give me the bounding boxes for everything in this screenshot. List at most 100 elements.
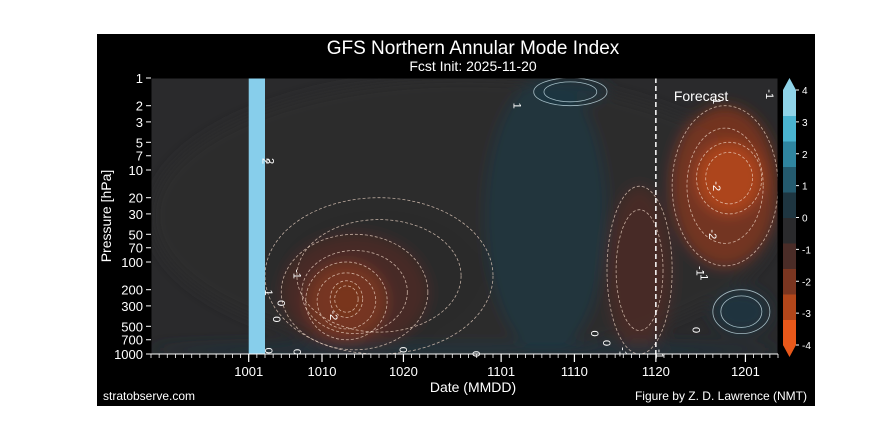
contour-line bbox=[329, 280, 364, 318]
contour-label: 0 bbox=[396, 347, 408, 353]
contour-line bbox=[606, 185, 673, 354]
colorbar-segment bbox=[783, 217, 796, 244]
y-tick-label: 1 bbox=[136, 71, 143, 86]
colorbar-tick-label: 1 bbox=[802, 182, 808, 193]
contour-line bbox=[280, 233, 429, 351]
chart-subtitle: Fcst Init: 2025-11-20 bbox=[409, 58, 537, 74]
y-tick-label: 20 bbox=[129, 191, 143, 206]
contour-label: 2 bbox=[260, 158, 272, 164]
contour-label: 0 bbox=[600, 340, 612, 346]
colorbar-tick-label: 4 bbox=[802, 86, 808, 97]
y-tick-label: 5 bbox=[136, 135, 143, 150]
contour-line bbox=[264, 197, 494, 354]
contour-label: 0 bbox=[270, 316, 282, 322]
anomaly-region bbox=[151, 343, 778, 354]
x-tick-label: 1010 bbox=[308, 364, 337, 379]
contour-label: 0 bbox=[262, 348, 274, 354]
y-tick-label: 2 bbox=[136, 99, 143, 114]
contour-line bbox=[615, 209, 664, 331]
x-tick-label: 1020 bbox=[389, 364, 418, 379]
colorbar-tick-label: -3 bbox=[802, 309, 811, 320]
colorbar-segment bbox=[783, 141, 796, 167]
contour-label: -1 bbox=[291, 269, 303, 279]
contour-label: -1 bbox=[763, 89, 775, 99]
colorbar-max-arrow bbox=[783, 78, 796, 90]
y-axis-label: Pressure [hPa] bbox=[98, 170, 114, 263]
x-tick-label: 1201 bbox=[731, 364, 760, 379]
contour-label: 2 bbox=[264, 158, 276, 164]
colorbar-tick-label: 2 bbox=[802, 150, 808, 161]
contour-label: 1 bbox=[510, 103, 522, 109]
colorbar-segment bbox=[783, 268, 796, 295]
y-tick-label: 700 bbox=[121, 333, 143, 348]
contour-label: 0 bbox=[588, 331, 600, 337]
contour-line bbox=[712, 289, 771, 334]
y-tick-label: 3 bbox=[136, 115, 143, 130]
colorbar-segment bbox=[783, 90, 796, 116]
contour-label: -1 bbox=[710, 94, 722, 104]
contour-line bbox=[720, 295, 763, 328]
colorbar-segment bbox=[783, 115, 796, 142]
y-tick-label: 70 bbox=[129, 241, 143, 256]
contour-line bbox=[301, 250, 408, 335]
contour-label: -1 bbox=[698, 271, 710, 281]
contour-line bbox=[334, 285, 359, 313]
chart-svg: GFS Northern Annular Mode Index Fcst Ini… bbox=[98, 38, 811, 403]
contour-line bbox=[316, 272, 377, 330]
y-tick-label: 500 bbox=[121, 319, 143, 334]
anomaly-region bbox=[607, 186, 673, 354]
contour-label: 0 bbox=[291, 349, 303, 355]
colorbar: 4 3 2 1 0 -1 -2 -3 -4 bbox=[783, 78, 811, 357]
forecast-label: Forecast bbox=[674, 88, 729, 104]
colorbar-tick-label: -4 bbox=[802, 341, 811, 352]
contour-line bbox=[686, 127, 764, 244]
colorbar-segment bbox=[783, 294, 796, 320]
y-tick-label: 10 bbox=[129, 163, 143, 178]
y-tick-label: 300 bbox=[121, 299, 143, 314]
y-tick-label: 200 bbox=[121, 283, 143, 298]
contour-label: -2 bbox=[706, 229, 718, 239]
y-tick-label: 30 bbox=[129, 207, 143, 222]
contour-label: 1 bbox=[262, 290, 274, 296]
source-credit: stratobserve.com bbox=[103, 389, 195, 403]
y-tick-label: 100 bbox=[121, 255, 143, 270]
contour-line bbox=[533, 78, 608, 107]
x-tick-label: 1120 bbox=[642, 364, 670, 379]
contour-lines bbox=[264, 78, 778, 354]
anomaly-region bbox=[484, 78, 607, 354]
x-axis-label: Date (MMDD) bbox=[430, 379, 516, 395]
colorbar-segment bbox=[783, 166, 796, 193]
colorbar-tick-label: -2 bbox=[802, 277, 811, 288]
contour-label: -1 bbox=[616, 347, 628, 357]
x-tick-label: 1101 bbox=[487, 364, 515, 379]
colorbar-tick-label: 0 bbox=[802, 214, 808, 225]
x-axis: 1001 1010 1020 1101 1110 1120 1201 bbox=[150, 353, 779, 379]
colorbar-segment bbox=[783, 243, 796, 269]
contour-line bbox=[305, 261, 388, 341]
y-tick-label: 7 bbox=[136, 149, 143, 164]
x-tick-label: 1001 bbox=[234, 364, 263, 379]
contour-line bbox=[696, 141, 763, 215]
missing-data-band bbox=[248, 78, 265, 354]
anomaly-regions bbox=[151, 78, 778, 354]
colorbar-segment bbox=[783, 319, 796, 346]
nam-index-figure: GFS Northern Annular Mode Index Fcst Ini… bbox=[97, 34, 815, 406]
contour-line bbox=[705, 151, 753, 205]
contour-label: -2 bbox=[710, 181, 722, 191]
contour-line bbox=[296, 219, 462, 333]
contour-label: 0 bbox=[274, 300, 286, 306]
colorbar-segment bbox=[783, 192, 796, 218]
colorbar-tick-label: -1 bbox=[802, 245, 811, 256]
x-tick-label: 1110 bbox=[561, 364, 588, 379]
colorbar-tick-label: 3 bbox=[802, 118, 808, 129]
contour-label: 0 bbox=[690, 327, 702, 333]
colorbar-min-arrow bbox=[783, 345, 796, 357]
figure-credit: Figure by Z. D. Lawrence (NMT) bbox=[635, 389, 807, 403]
contour-label: -1 bbox=[694, 266, 706, 276]
chart-title: GFS Northern Annular Mode Index bbox=[327, 38, 620, 59]
contour-label: -2 bbox=[327, 310, 339, 320]
y-tick-label: 50 bbox=[129, 227, 143, 242]
anomaly-region bbox=[696, 142, 762, 214]
